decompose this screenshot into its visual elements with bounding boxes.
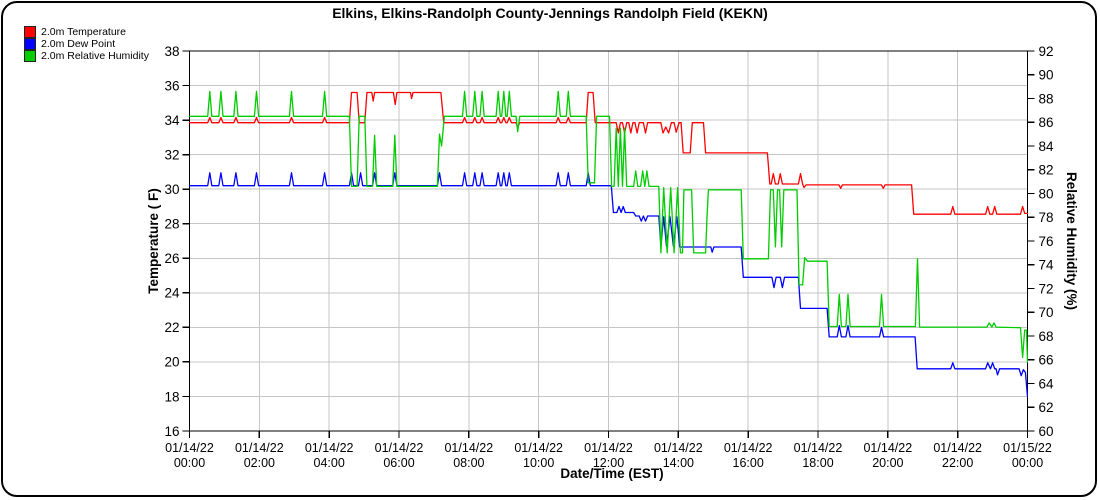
left-tick-label: 22 <box>164 320 179 335</box>
right-tick-label: 68 <box>1039 329 1054 344</box>
relative-humidity-swatch-icon <box>24 50 36 62</box>
right-tick-label: 84 <box>1039 139 1055 154</box>
right-tick-label: 80 <box>1039 186 1054 201</box>
x-tick-time: 00:00 <box>174 456 205 470</box>
right-tick-label: 82 <box>1039 163 1054 178</box>
x-tick-date: 01/14/22 <box>305 441 354 455</box>
x-tick-time: 14:00 <box>663 456 694 470</box>
right-tick-label: 86 <box>1039 115 1054 130</box>
left-tick-label: 26 <box>164 251 179 266</box>
x-tick-date: 01/14/22 <box>863 441 912 455</box>
left-tick-label: 24 <box>164 286 180 301</box>
series-2-0m-relative-humidity <box>189 90 1028 363</box>
legend-label: 2.0m Relative Humidity <box>41 50 149 62</box>
legend-label: 2.0m Dew Point <box>41 38 116 50</box>
left-tick-label: 30 <box>164 182 179 197</box>
legend-item-dew-point: 2.0m Dew Point <box>24 38 149 50</box>
temperature-swatch-icon <box>24 26 36 38</box>
x-axis-title: Date/Time (EST) <box>560 466 663 481</box>
left-tick-label: 28 <box>164 217 179 232</box>
x-tick-date: 01/14/22 <box>654 441 703 455</box>
right-tick-label: 74 <box>1039 258 1055 273</box>
x-tick-time: 02:00 <box>244 456 275 470</box>
dew-point-swatch-icon <box>24 38 36 50</box>
left-tick-label: 20 <box>164 355 179 370</box>
legend-item-relative-humidity: 2.0m Relative Humidity <box>24 50 149 62</box>
x-tick-date: 01/14/22 <box>235 441 284 455</box>
right-tick-label: 60 <box>1039 424 1054 439</box>
legend: 2.0m Temperature 2.0m Dew Point 2.0m Rel… <box>24 26 149 62</box>
left-tick-label: 16 <box>164 424 179 439</box>
x-tick-date: 01/14/22 <box>794 441 843 455</box>
x-tick-time: 00:00 <box>1012 456 1043 470</box>
right-tick-label: 72 <box>1039 281 1054 296</box>
x-tick-time: 06:00 <box>383 456 414 470</box>
x-tick-time: 22:00 <box>942 456 973 470</box>
left-tick-label: 38 <box>164 44 179 59</box>
x-tick-date: 01/14/22 <box>375 441 424 455</box>
left-tick-label: 18 <box>164 389 179 404</box>
x-tick-time: 20:00 <box>872 456 903 470</box>
x-tick-time: 04:00 <box>314 456 345 470</box>
legend-label: 2.0m Temperature <box>41 26 127 38</box>
left-tick-label: 36 <box>164 78 179 93</box>
right-tick-label: 88 <box>1039 91 1054 106</box>
right-tick-label: 76 <box>1039 234 1054 249</box>
x-tick-date: 01/14/22 <box>165 441 214 455</box>
right-tick-label: 62 <box>1039 400 1054 415</box>
x-tick-time: 08:00 <box>453 456 484 470</box>
right-tick-label: 70 <box>1039 305 1054 320</box>
right-tick-label: 92 <box>1039 44 1054 59</box>
right-tick-label: 90 <box>1039 68 1054 83</box>
x-tick-date: 01/14/22 <box>933 441 982 455</box>
y-axis-title-left: Temperature ( F) <box>146 188 161 294</box>
right-tick-label: 64 <box>1039 376 1055 391</box>
left-tick-label: 32 <box>164 147 179 162</box>
legend-item-temperature: 2.0m Temperature <box>24 26 149 38</box>
right-tick-label: 66 <box>1039 353 1054 368</box>
y-axis-title-right: Relative Humidity (%) <box>1064 172 1079 310</box>
x-tick-date: 01/14/22 <box>514 441 563 455</box>
x-tick-date: 01/14/22 <box>724 441 773 455</box>
x-tick-time: 10:00 <box>523 456 554 470</box>
right-tick-label: 78 <box>1039 210 1054 225</box>
x-tick-time: 12:00 <box>593 456 624 470</box>
chart-title: Elkins, Elkins-Randolph County-Jennings … <box>332 5 768 21</box>
x-tick-date: 01/14/22 <box>444 441 493 455</box>
series-2-0m-dew-point <box>189 172 1028 398</box>
x-tick-date: 01/14/22 <box>584 441 633 455</box>
x-tick-date: 01/15/22 <box>1003 441 1052 455</box>
x-tick-time: 18:00 <box>802 456 833 470</box>
x-tick-time: 16:00 <box>733 456 764 470</box>
left-tick-label: 34 <box>164 113 180 128</box>
series-2-0m-temperature <box>189 91 1028 215</box>
